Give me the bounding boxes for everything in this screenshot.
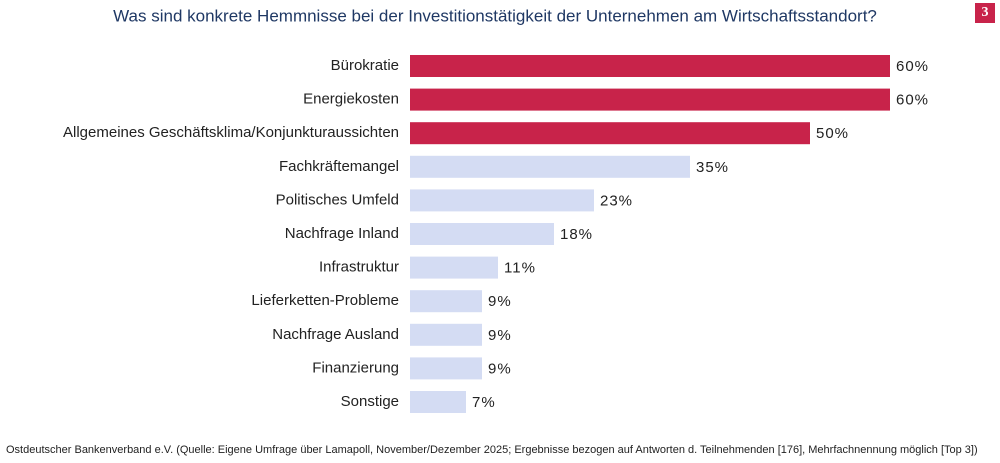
bar (410, 323, 482, 346)
value-label: 11% (504, 260, 536, 277)
bar (410, 189, 594, 212)
value-label: 9% (488, 360, 512, 377)
category-label: Nachfrage Ausland (272, 326, 399, 343)
bar (410, 290, 482, 313)
value-label: 35% (696, 159, 729, 176)
category-label: Bürokratie (331, 57, 399, 74)
category-label: Politisches Umfeld (276, 191, 399, 208)
category-label: Finanzierung (312, 359, 399, 376)
value-label: 9% (488, 293, 512, 310)
value-label: 60% (896, 58, 929, 75)
value-label: 7% (472, 394, 496, 411)
category-label: Energiekosten (303, 91, 399, 108)
bar (410, 122, 810, 145)
chart-title: Was sind konkrete Hemmnisse bei der Inve… (113, 6, 877, 25)
category-label: Infrastruktur (319, 259, 399, 276)
category-label: Lieferketten-Probleme (251, 292, 399, 309)
bar (410, 223, 554, 245)
bar (410, 357, 482, 380)
category-label: Sonstige (341, 393, 399, 410)
page-badge (975, 3, 995, 23)
category-label: Allgemeines Geschäftsklima/Konjunkturaus… (63, 124, 399, 141)
bar (410, 155, 690, 178)
bar (410, 88, 890, 111)
value-label: 60% (896, 92, 929, 109)
value-label: 9% (488, 327, 512, 344)
source-note: Ostdeutscher Bankenverband e.V. (Quelle:… (6, 444, 978, 456)
value-label: 50% (816, 125, 849, 142)
value-label: 23% (600, 192, 633, 209)
category-label: Fachkräftemangel (279, 158, 399, 175)
category-label: Nachfrage Inland (285, 225, 399, 242)
value-label: 18% (560, 226, 593, 243)
bar (410, 391, 466, 413)
page-number: 3 (982, 5, 989, 20)
bar (410, 256, 498, 279)
bar (410, 55, 890, 77)
